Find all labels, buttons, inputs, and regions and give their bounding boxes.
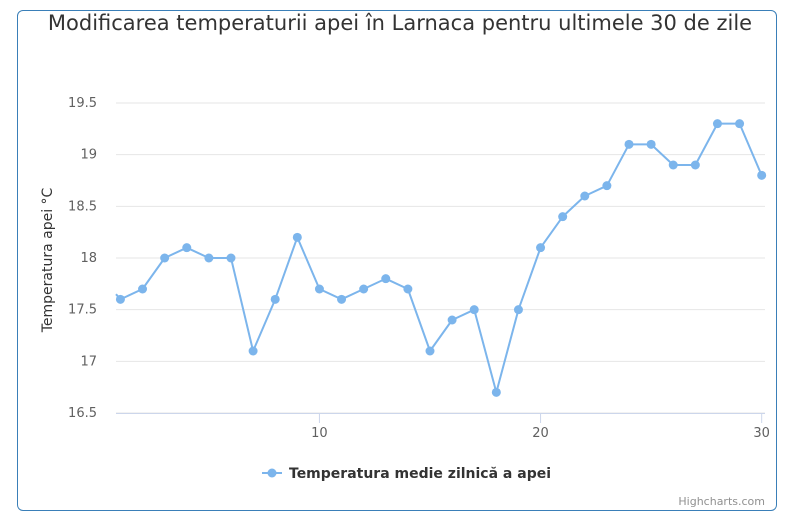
legend-label[interactable]: Temperatura medie zilnică a apei: [289, 466, 551, 482]
data-point[interactable]: [115, 294, 125, 304]
data-point[interactable]: [690, 160, 700, 170]
y-axis-label: Temperatura apei °C: [40, 187, 56, 333]
data-point[interactable]: [403, 284, 413, 294]
credits-link[interactable]: Highcharts.com: [678, 495, 765, 508]
y-tick-label: 18.5: [68, 199, 97, 214]
data-point[interactable]: [558, 212, 568, 222]
data-point[interactable]: [668, 160, 678, 170]
series-group: [115, 119, 767, 397]
legend-marker: [267, 468, 277, 478]
data-point[interactable]: [580, 191, 590, 201]
x-axis: 10 20 30: [116, 413, 770, 441]
grid-lines: [116, 102, 765, 414]
data-point[interactable]: [712, 119, 722, 129]
data-point[interactable]: [735, 119, 745, 129]
data-point[interactable]: [491, 387, 501, 397]
data-point[interactable]: [447, 315, 457, 325]
data-point[interactable]: [292, 232, 302, 242]
y-tick-label: 19.5: [68, 96, 97, 111]
data-point[interactable]: [160, 253, 170, 263]
data-point[interactable]: [469, 305, 479, 315]
y-tick-label: 17: [80, 354, 97, 369]
data-point[interactable]: [536, 243, 546, 253]
data-point[interactable]: [359, 284, 369, 294]
data-point[interactable]: [646, 139, 656, 149]
y-tick-label: 19: [80, 148, 97, 163]
y-axis-ticks: 16.5 17 17.5 18 18.5 19 19.5: [68, 96, 97, 421]
chart-title: Modificarea temperaturii apei în Larnaca…: [47, 11, 753, 35]
data-point[interactable]: [513, 305, 523, 315]
data-point[interactable]: [182, 243, 192, 253]
data-point[interactable]: [602, 181, 612, 191]
chart-frame: [17, 10, 777, 511]
data-point[interactable]: [314, 284, 324, 294]
data-point[interactable]: [248, 346, 258, 356]
data-point[interactable]: [624, 139, 634, 149]
data-point[interactable]: [138, 284, 148, 294]
legend[interactable]: Temperatura medie zilnică a apei: [262, 466, 551, 482]
data-point[interactable]: [204, 253, 214, 263]
data-point[interactable]: [270, 294, 280, 304]
x-tick-label: 30: [753, 426, 770, 441]
data-point[interactable]: [381, 274, 391, 284]
y-tick-label: 18: [80, 251, 97, 266]
y-tick-label: 17.5: [68, 303, 97, 318]
data-point[interactable]: [226, 253, 236, 263]
y-tick-label: 16.5: [68, 406, 97, 421]
data-point[interactable]: [757, 170, 767, 180]
x-tick-label: 20: [532, 426, 549, 441]
x-tick-label: 10: [311, 426, 328, 441]
data-point[interactable]: [337, 294, 347, 304]
data-point[interactable]: [425, 346, 435, 356]
